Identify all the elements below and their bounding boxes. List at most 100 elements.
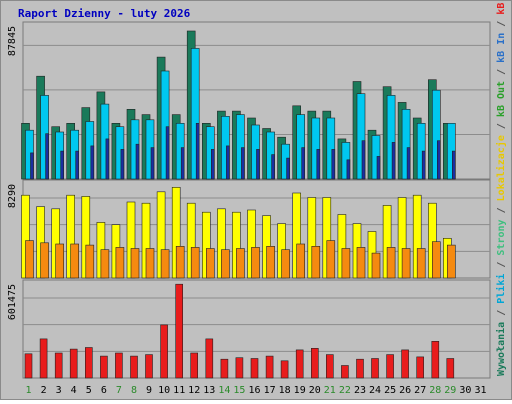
bar xyxy=(160,70,170,180)
bar xyxy=(39,338,48,379)
bar xyxy=(221,249,230,279)
bar xyxy=(54,352,63,379)
x-tick-label: 16 xyxy=(248,385,260,396)
bar xyxy=(250,358,259,379)
legend-item: kB In xyxy=(496,27,507,63)
legend-item: / xyxy=(496,201,507,213)
bar xyxy=(211,149,215,180)
bar xyxy=(331,149,336,180)
legend-item: / xyxy=(496,117,507,129)
x-tick-label: 27 xyxy=(414,385,426,396)
bar xyxy=(100,249,110,279)
bar xyxy=(281,249,290,279)
legend: Wywołania / Pliki / Strony / Lokalizacje… xyxy=(495,0,507,376)
x-tick-label: 20 xyxy=(309,385,321,396)
bar xyxy=(190,352,198,379)
bar xyxy=(69,348,78,379)
bar xyxy=(326,240,336,279)
bar xyxy=(401,248,411,279)
bar xyxy=(241,147,245,180)
bar xyxy=(446,244,456,279)
bar xyxy=(236,114,245,180)
legend-item: / xyxy=(496,256,507,268)
x-tick-label: 17 xyxy=(264,385,276,396)
chart-title: Raport Dzienny - luty 2026 xyxy=(18,7,191,20)
bar xyxy=(130,248,140,279)
bar xyxy=(265,355,274,379)
bar xyxy=(316,149,321,180)
series-pliki xyxy=(25,48,456,180)
bar xyxy=(346,159,351,180)
bar xyxy=(376,156,381,180)
bar xyxy=(251,247,260,279)
bar xyxy=(431,89,441,180)
x-tick-label: 1 xyxy=(25,385,31,396)
bar xyxy=(120,149,125,180)
bar xyxy=(301,147,306,180)
x-tick-label: 25 xyxy=(384,385,396,396)
bar xyxy=(45,133,49,180)
bar xyxy=(235,357,244,379)
bar xyxy=(280,360,289,379)
bar xyxy=(130,355,138,379)
bar xyxy=(40,242,49,279)
bar xyxy=(85,347,93,379)
bar xyxy=(145,248,155,279)
y-max-label: 601475 xyxy=(7,284,18,320)
bar xyxy=(75,150,79,180)
series-kb-out xyxy=(25,240,456,279)
bar xyxy=(295,349,304,379)
y-max-label: 87845 xyxy=(7,26,18,56)
bar xyxy=(401,349,409,379)
bar xyxy=(310,347,319,379)
bar xyxy=(386,354,394,379)
bar xyxy=(371,252,381,279)
bar xyxy=(115,352,123,379)
bar xyxy=(271,154,275,180)
bar xyxy=(70,243,79,279)
x-axis-labels: 1 2 3 4 5 6 7 8 9 10 11 12 13 14 15 16 17 18 19 20 21 22 23 24 2… xyxy=(25,385,486,396)
bar xyxy=(24,353,33,379)
x-tick-label: 15 xyxy=(233,385,245,396)
bar xyxy=(296,114,306,180)
series-kb-f xyxy=(24,283,455,379)
bar xyxy=(416,356,425,379)
x-tick-label: 7 xyxy=(116,385,122,396)
bar xyxy=(326,117,336,180)
bar xyxy=(431,340,440,379)
bar xyxy=(145,354,153,379)
bar xyxy=(160,324,168,379)
bar xyxy=(256,149,260,180)
legend-item: / xyxy=(496,304,507,316)
bar xyxy=(165,126,170,180)
bar xyxy=(205,338,214,379)
x-tick-label: 2 xyxy=(41,385,47,396)
bar xyxy=(85,244,95,279)
bar xyxy=(341,248,351,279)
bar xyxy=(115,247,125,279)
bar xyxy=(105,138,110,180)
panel-top: 87845 xyxy=(7,21,491,180)
bar xyxy=(195,123,200,180)
bar xyxy=(356,93,366,180)
panel-middle: 8290 xyxy=(7,179,491,279)
bar xyxy=(311,246,321,279)
bar xyxy=(361,140,366,180)
x-tick-label: 26 xyxy=(399,385,411,396)
x-tick-label: 5 xyxy=(86,385,92,396)
x-tick-label: 22 xyxy=(339,385,351,396)
bar xyxy=(180,147,185,180)
bar xyxy=(90,145,95,180)
bar xyxy=(416,248,426,279)
bar xyxy=(160,249,170,279)
bar xyxy=(30,152,34,180)
x-tick-label: 6 xyxy=(101,385,107,396)
x-tick-label: 8 xyxy=(131,385,137,396)
legend-item: Lokalizacje xyxy=(495,129,507,201)
bar xyxy=(356,358,364,379)
legend-item: Wywołania xyxy=(495,316,507,376)
x-tick-label: 21 xyxy=(324,385,336,396)
panel-bottom: 601475 xyxy=(7,279,491,379)
